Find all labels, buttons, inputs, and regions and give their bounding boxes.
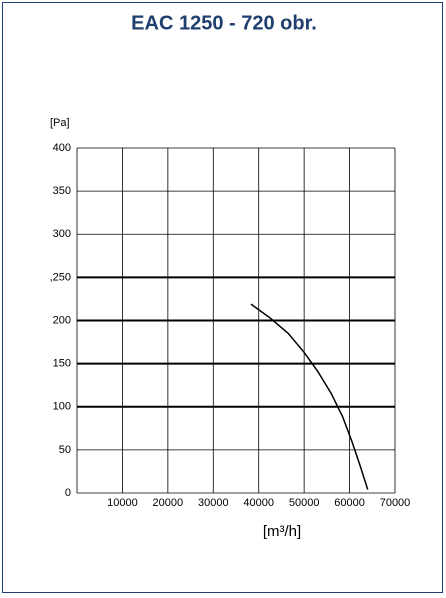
y-tick-label: 200 <box>53 314 71 326</box>
y-tick-label: 0 <box>65 487 71 499</box>
chart-title: EAC 1250 - 720 obr. <box>131 12 317 34</box>
frame <box>2 2 443 593</box>
y-tick-label: 300 <box>53 228 71 240</box>
y-tick-label: 150 <box>53 358 71 370</box>
x-tick-label: 70000 <box>380 497 411 509</box>
y-tick-label: 350 <box>53 185 71 197</box>
curve <box>250 303 369 490</box>
x-tick-label: 50000 <box>289 497 320 509</box>
x-tick-label: 20000 <box>153 497 184 509</box>
x-axis-label: [m³/h] <box>263 523 301 540</box>
y-axis-label: [Pa] <box>50 117 70 129</box>
y-tick-label: 50 <box>59 444 71 456</box>
y-tick-label: ,250 <box>50 271 71 283</box>
x-tick-label: 60000 <box>334 497 365 509</box>
x-tick-label: 40000 <box>243 497 274 509</box>
y-tick-label: 100 <box>53 401 71 413</box>
x-tick-label: 10000 <box>107 497 138 509</box>
x-tick-label: 30000 <box>198 497 229 509</box>
y-tick-label: 400 <box>53 142 71 154</box>
